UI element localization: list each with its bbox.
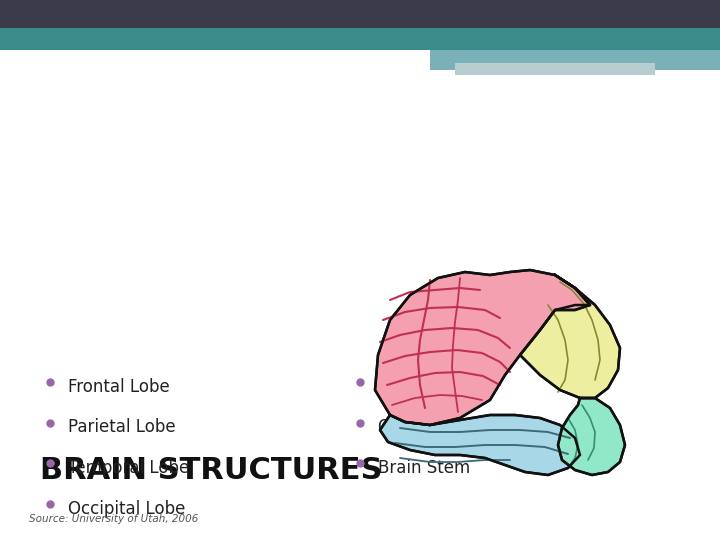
FancyBboxPatch shape <box>0 0 720 28</box>
Text: Brain Stem: Brain Stem <box>378 459 470 477</box>
FancyBboxPatch shape <box>430 50 720 70</box>
Polygon shape <box>558 398 625 475</box>
Text: Cerebellum: Cerebellum <box>378 378 473 396</box>
Polygon shape <box>520 275 620 398</box>
Text: Temporal Lobe: Temporal Lobe <box>68 459 189 477</box>
Text: Source: University of Utah, 2006: Source: University of Utah, 2006 <box>29 514 198 524</box>
Text: Frontal Lobe: Frontal Lobe <box>68 378 170 396</box>
FancyBboxPatch shape <box>0 28 720 50</box>
Text: BRAIN STRUCTURES: BRAIN STRUCTURES <box>40 456 382 485</box>
Polygon shape <box>380 415 580 475</box>
Polygon shape <box>375 270 590 425</box>
Text: Parietal Lobe: Parietal Lobe <box>68 418 176 436</box>
FancyBboxPatch shape <box>455 63 655 75</box>
Text: Corpus Callosum: Corpus Callosum <box>378 418 518 436</box>
Text: Occipital Lobe: Occipital Lobe <box>68 500 186 517</box>
